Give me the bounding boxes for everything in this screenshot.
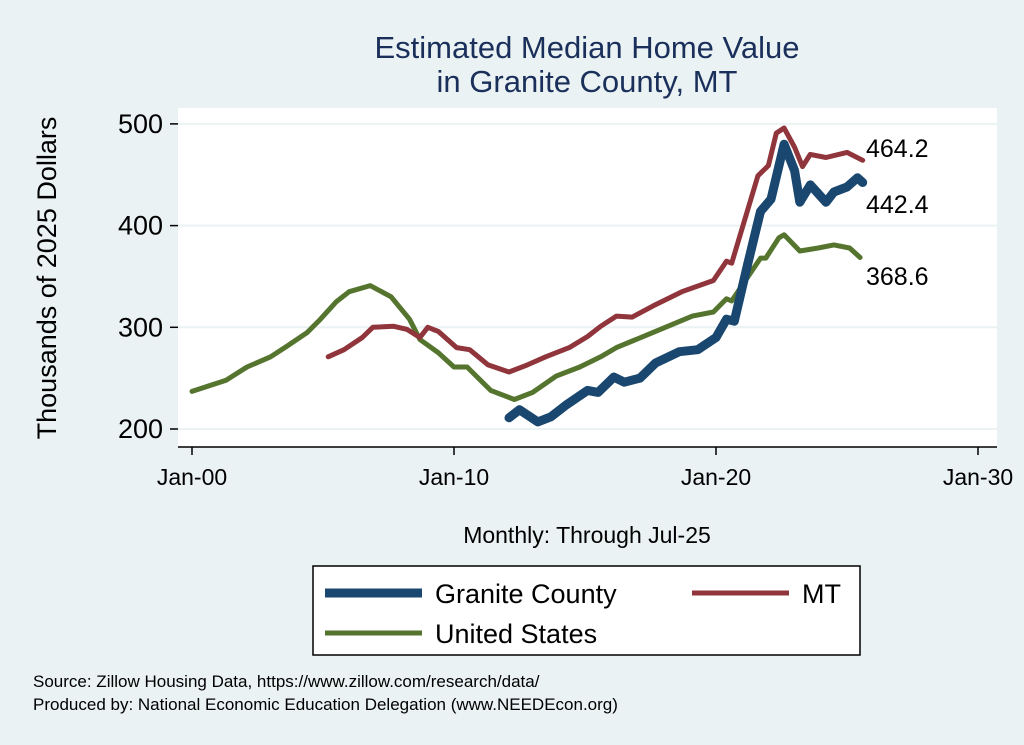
- series-line-mt: [325, 125, 866, 375]
- legend-box: [312, 565, 861, 656]
- source-note: Source: Zillow Housing Data, https://www…: [33, 672, 540, 691]
- chart-title-line-1: Estimated Median Home Value: [374, 30, 799, 65]
- series-line-granite-county: [504, 139, 868, 427]
- y-tick-label: 200: [118, 414, 163, 444]
- y-tick-label: 400: [118, 211, 163, 241]
- legend: Granite County MT United States: [312, 565, 861, 656]
- legend-label-mt: MT: [802, 579, 841, 609]
- series-line-united-states: [189, 232, 863, 402]
- end-value-label: 442.4: [866, 191, 929, 219]
- legend-label-united-states: United States: [435, 619, 597, 649]
- legend-label-granite-county: Granite County: [435, 579, 617, 609]
- end-value-label: 464.2: [866, 135, 929, 163]
- axes: 200 300 400 500 Jan-00 Jan-10 Jan-20 Jan-30: [118, 109, 1013, 490]
- x-axis-label: Monthly: Through Jul-25: [463, 522, 711, 548]
- produced-by-note: Produced by: National Economic Education…: [33, 695, 618, 714]
- end-labels: 442.4 464.2 368.6: [866, 135, 929, 291]
- y-tick-label: 500: [118, 109, 163, 139]
- y-axis-label: Thousands of 2025 Dollars: [32, 117, 62, 440]
- x-tick-label: Jan-20: [681, 464, 751, 490]
- series-lines: [189, 125, 868, 427]
- y-tick-label: 300: [118, 312, 163, 342]
- x-tick-label: Jan-30: [943, 464, 1013, 490]
- x-tick-label: Jan-00: [157, 464, 227, 490]
- chart-title-line-2: in Granite County, MT: [437, 64, 738, 99]
- end-value-label: 368.6: [866, 263, 929, 291]
- x-tick-label: Jan-10: [419, 464, 489, 490]
